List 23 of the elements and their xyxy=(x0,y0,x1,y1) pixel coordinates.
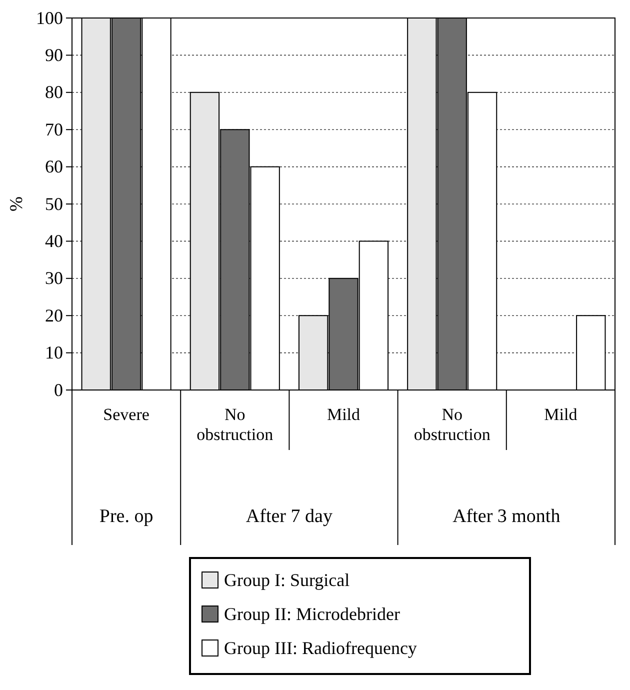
y-tick-label: 20 xyxy=(45,305,63,326)
legend-label: Group II: Microdebrider xyxy=(224,604,400,624)
y-tick-label: 90 xyxy=(45,44,63,65)
y-tick-label: 10 xyxy=(45,342,63,363)
y-tick-label: 80 xyxy=(45,82,63,102)
y-tick-label: 50 xyxy=(45,194,63,214)
y-tick-label: 70 xyxy=(45,119,63,140)
y-axis-title: % xyxy=(6,196,26,212)
legend-label: Group I: Surgical xyxy=(224,570,350,590)
x-tick-label: Severe xyxy=(103,405,150,424)
y-tick-label: 40 xyxy=(45,230,63,251)
x-tick-label: Mild xyxy=(544,405,578,424)
y-tick-label: 0 xyxy=(54,380,63,400)
legend-label: Group III: Radiofrequency xyxy=(224,638,417,658)
y-tick-label: 30 xyxy=(45,268,63,288)
x-tick-label: No obstruction xyxy=(196,405,274,444)
text: After 7 day xyxy=(246,506,333,527)
text: Pre. op xyxy=(99,506,154,527)
text: After 3 month xyxy=(452,506,561,527)
y-tick-label: 60 xyxy=(45,156,63,177)
x-tick-label: Mild xyxy=(326,405,361,424)
x-tick-label: No obstruction xyxy=(414,405,491,444)
y-tick-label: 100 xyxy=(36,8,63,28)
